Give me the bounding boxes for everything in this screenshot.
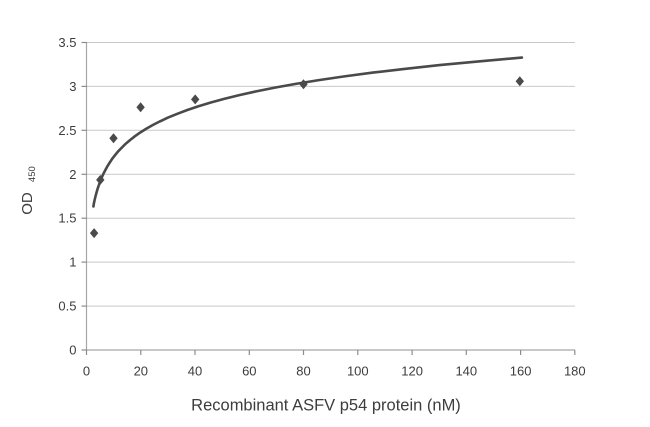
svg-text:1: 1 <box>69 255 76 270</box>
svg-text:3.5: 3.5 <box>58 35 76 50</box>
svg-text:3: 3 <box>69 79 76 94</box>
svg-text:140: 140 <box>455 364 477 379</box>
svg-text:80: 80 <box>296 364 310 379</box>
svg-text:160: 160 <box>510 364 532 379</box>
svg-text:100: 100 <box>347 364 369 379</box>
svg-text:1.5: 1.5 <box>58 211 76 226</box>
svg-text:2: 2 <box>69 167 76 182</box>
svg-text:2.5: 2.5 <box>58 123 76 138</box>
svg-text:0.5: 0.5 <box>58 299 76 314</box>
svg-text:60: 60 <box>242 364 256 379</box>
svg-text:180: 180 <box>564 364 586 379</box>
svg-text:20: 20 <box>134 364 148 379</box>
svg-text:0: 0 <box>83 364 90 379</box>
svg-text:120: 120 <box>401 364 423 379</box>
svg-text:0: 0 <box>69 343 76 358</box>
svg-text:40: 40 <box>188 364 202 379</box>
svg-text:Recombinant ASFV p54 protein (: Recombinant ASFV p54 protein (nM) <box>191 397 461 415</box>
